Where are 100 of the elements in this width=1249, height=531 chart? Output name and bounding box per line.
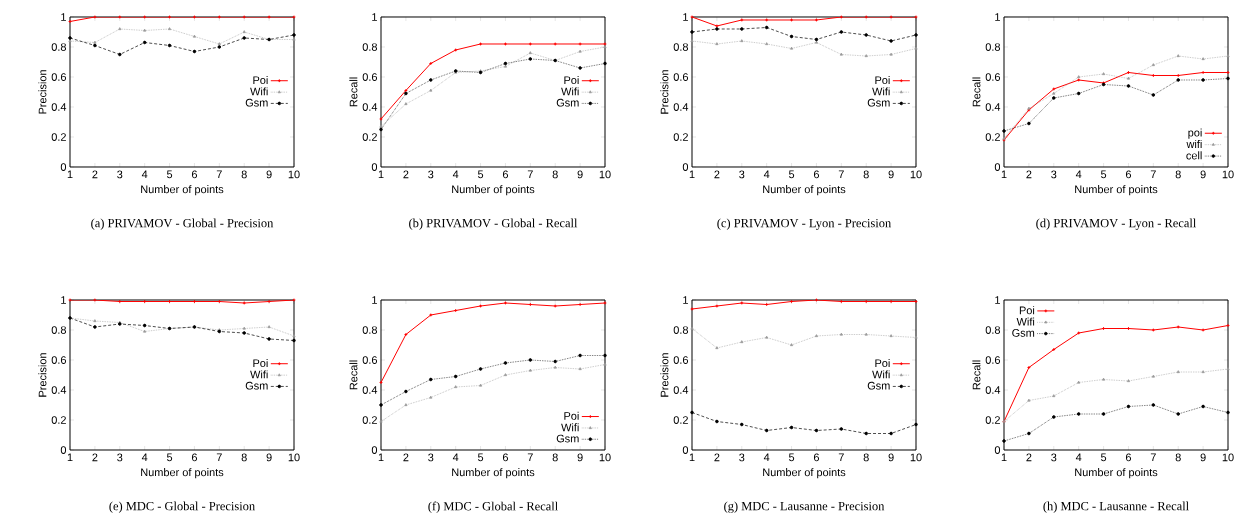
legend-label: Gsm xyxy=(556,434,579,443)
x-tick-label: 8 xyxy=(863,453,869,462)
y-tick-label: 0.2 xyxy=(362,133,377,141)
y-tick-label: 0.6 xyxy=(362,73,377,81)
y-tick-label: 0.4 xyxy=(985,103,1001,111)
y-tick-label: 0.4 xyxy=(362,386,378,394)
x-tick-label: 5 xyxy=(477,170,484,179)
y-tick-label: 1 xyxy=(372,296,377,304)
x-tick-label: 7 xyxy=(527,170,533,179)
text: (d) PRIVAMOV - Lyon - Recall xyxy=(1036,218,1197,230)
y-tick-label: 0.6 xyxy=(51,73,66,81)
y-tick-label: 0 xyxy=(60,446,67,454)
y-tick-label: 0 xyxy=(371,163,378,171)
x-tick-label: 4 xyxy=(763,453,770,462)
x-tick-label: 6 xyxy=(191,170,198,179)
x-tick-label: 2 xyxy=(403,453,409,462)
x-tick-label: 7 xyxy=(216,453,222,462)
y-tick-label: 1 xyxy=(372,13,377,21)
x-tick-label: 5 xyxy=(788,170,795,179)
x-tick-label: 2 xyxy=(714,170,720,179)
legend-label: Wifi xyxy=(872,87,890,96)
y-tick-label: 1 xyxy=(61,296,66,304)
y-tick-label: 0.4 xyxy=(362,103,378,111)
legend-label: Poi xyxy=(875,76,890,85)
x-tick-label: 1 xyxy=(378,453,384,462)
text: (g) MDC - Lausanne - Precision xyxy=(724,501,885,513)
x-axis-title: Number of points xyxy=(141,185,224,196)
x-tick-label: 6 xyxy=(1125,453,1132,462)
x-tick-label: 4 xyxy=(452,170,459,179)
legend-label: Poi xyxy=(253,76,268,85)
y-axis-title: Precision xyxy=(38,70,47,114)
x-tick-label: 5 xyxy=(166,170,173,179)
x-tick-label: 5 xyxy=(166,453,173,462)
x-tick-label: 2 xyxy=(403,170,409,179)
legend-label: Gsm xyxy=(867,98,890,107)
legend-label: Gsm xyxy=(245,381,268,390)
x-tick-label: 8 xyxy=(863,170,869,179)
x-tick-label: 2 xyxy=(1026,170,1032,179)
y-tick-label: 1 xyxy=(995,296,1000,304)
x-tick-label: 8 xyxy=(1175,170,1181,179)
x-tick-label: 6 xyxy=(813,170,820,179)
x-tick-label: 3 xyxy=(739,170,745,179)
legend-label: Wifi xyxy=(561,87,579,96)
x-tick-label: 9 xyxy=(888,453,894,462)
x-tick-label: 1 xyxy=(689,170,695,179)
legend-label: wifi xyxy=(1186,139,1202,148)
y-axis-title: Recall xyxy=(972,360,981,390)
legend-label: Gsm xyxy=(245,98,268,107)
x-tick-label: 4 xyxy=(452,453,459,462)
x-tick-label: 3 xyxy=(428,170,434,179)
legend-label: Wifi xyxy=(1016,317,1035,326)
legend-label: Poi xyxy=(564,76,579,85)
text: (e) MDC - Global - Precision xyxy=(109,501,255,513)
x-tick-label: 7 xyxy=(1150,170,1156,179)
x-tick-label: 3 xyxy=(117,170,123,179)
x-tick-label: 3 xyxy=(1051,170,1057,179)
x-tick-label: 8 xyxy=(1175,453,1181,462)
legend-label: Wifi xyxy=(561,423,579,432)
x-tick-label: 6 xyxy=(502,170,509,179)
legend-label: Poi xyxy=(564,411,579,420)
x-tick-label: 9 xyxy=(266,453,272,462)
y-tick-label: 0.2 xyxy=(673,416,688,424)
y-tick-label: 1 xyxy=(61,13,66,21)
y-tick-label: 0 xyxy=(60,163,67,171)
legend-label: Poi xyxy=(1019,306,1035,315)
y-tick-label: 0.8 xyxy=(985,43,1001,51)
x-tick-label: 5 xyxy=(1100,453,1107,462)
y-tick-label: 1 xyxy=(683,13,688,21)
x-tick-label: 10 xyxy=(1222,170,1234,179)
x-tick-label: 9 xyxy=(1200,453,1206,462)
y-tick-label: 0.8 xyxy=(673,326,688,334)
x-tick-label: 1 xyxy=(67,453,73,462)
x-tick-label: 1 xyxy=(67,170,73,179)
x-tick-label: 10 xyxy=(910,170,922,179)
x-tick-label: 10 xyxy=(1222,453,1234,462)
legend-label: Poi xyxy=(875,359,890,368)
text: (a) PRIVAMOV - Global - Precision xyxy=(91,218,274,230)
text: (b) PRIVAMOV - Global - Recall xyxy=(409,218,578,230)
x-tick-label: 10 xyxy=(910,453,922,462)
y-axis-title: Precision xyxy=(660,70,669,114)
x-tick-label: 7 xyxy=(216,170,222,179)
legend-label: Wifi xyxy=(872,370,890,379)
text: (c) PRIVAMOV - Lyon - Precision xyxy=(717,218,892,230)
y-tick-label: 0.2 xyxy=(985,416,1000,424)
x-tick-label: 3 xyxy=(1051,453,1057,462)
y-tick-label: 0.4 xyxy=(51,103,67,111)
x-tick-label: 6 xyxy=(1125,170,1132,179)
y-tick-label: 0.8 xyxy=(51,326,66,334)
x-tick-label: 2 xyxy=(92,170,98,179)
legend-label: Wifi xyxy=(250,87,268,96)
y-axis-title: Precision xyxy=(38,353,47,397)
y-tick-label: 0.2 xyxy=(51,416,66,424)
legend-label: Wifi xyxy=(250,370,268,379)
x-tick-label: 3 xyxy=(739,453,745,462)
legend-label: Poi xyxy=(253,359,268,368)
y-tick-label: 0.2 xyxy=(362,416,377,424)
x-tick-label: 10 xyxy=(288,453,300,462)
x-tick-label: 7 xyxy=(838,453,844,462)
x-axis-title: Number of points xyxy=(141,468,224,479)
x-tick-label: 10 xyxy=(599,170,611,179)
